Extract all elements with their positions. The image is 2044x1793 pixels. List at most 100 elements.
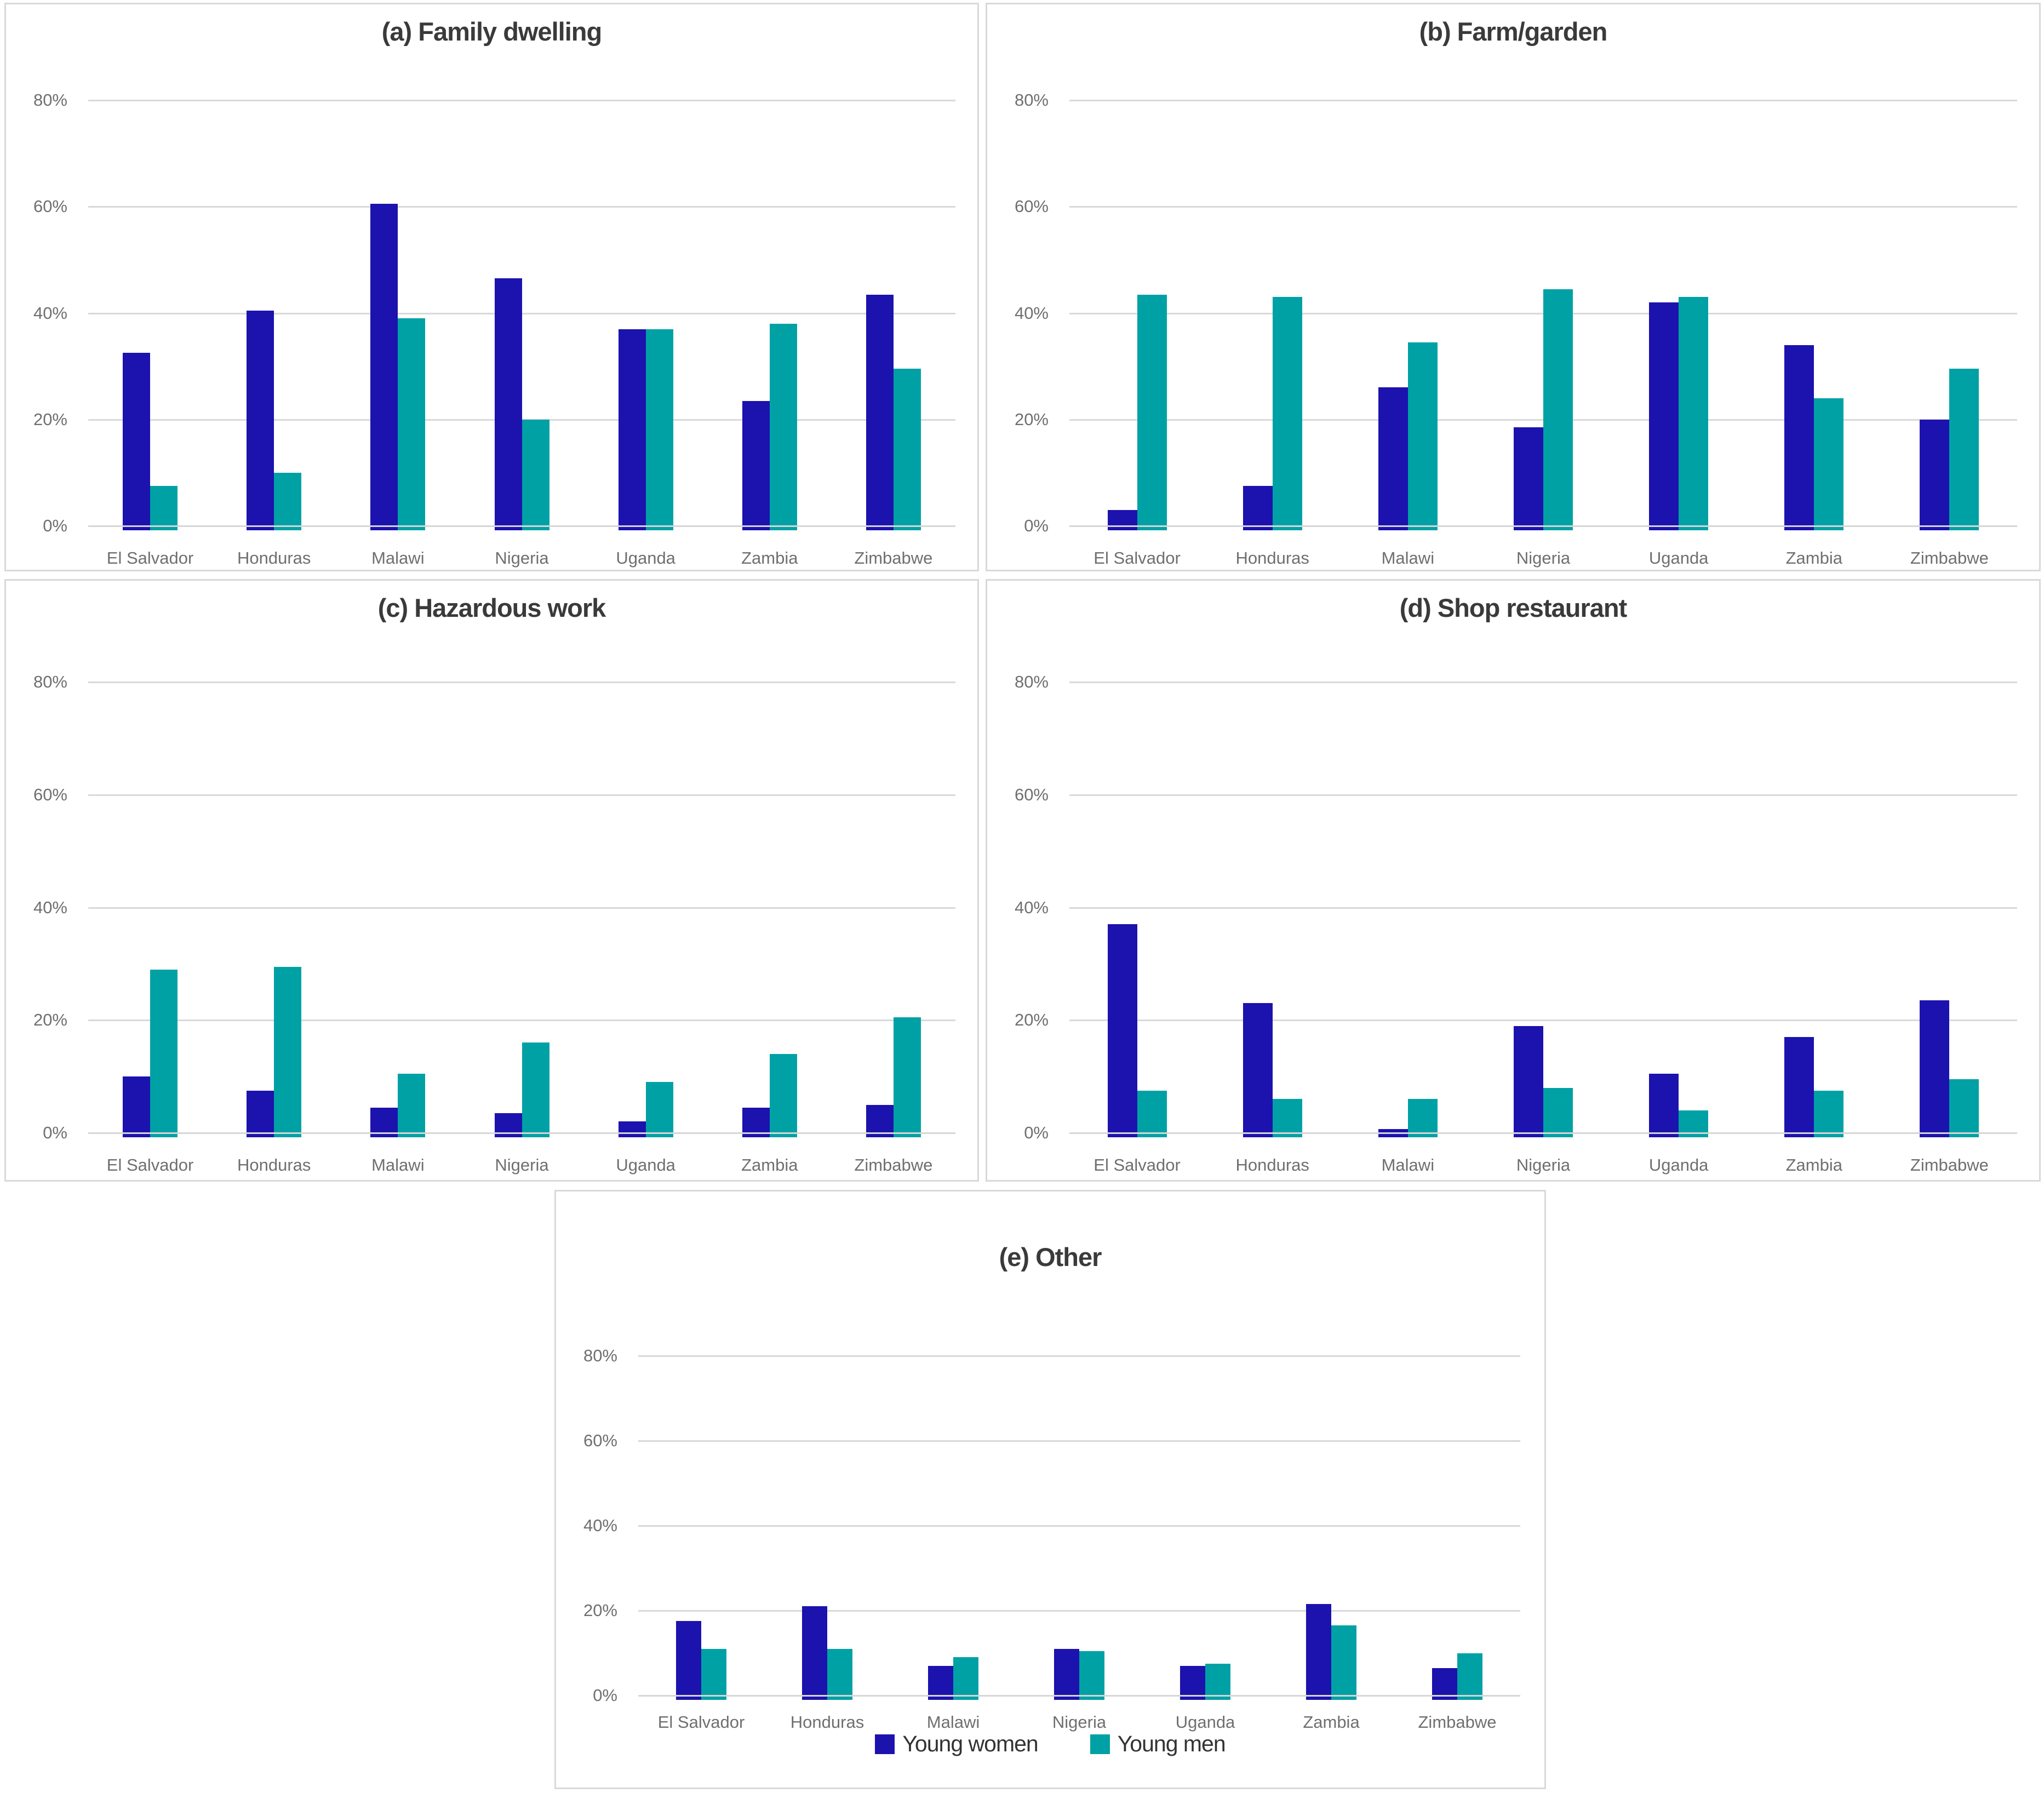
panel-hazardous-work: (c) Hazardous work 0% 20% 40% 60% 80% El Salv… — [4, 579, 979, 1182]
y-axis-tick-label: 20% — [1014, 1010, 1049, 1030]
x-axis-line — [88, 1132, 955, 1134]
bar-young-men — [522, 1042, 549, 1137]
chart-legend: Young women Young men — [556, 1731, 1544, 1757]
bar-young-men — [398, 1073, 426, 1137]
x-axis-line — [88, 525, 955, 527]
x-axis-category-label: Uganda — [616, 1155, 675, 1175]
x-axis-category-label: Nigeria — [1516, 1155, 1571, 1175]
y-axis-tick-label: 0% — [1024, 1123, 1049, 1142]
bar-young-men — [1407, 342, 1438, 530]
legend-item-young-men: Young men — [1090, 1731, 1226, 1757]
y-axis-tick-label: 40% — [1014, 303, 1049, 323]
y-axis-tick-label: 80% — [583, 1346, 617, 1365]
bar-young-men — [1814, 1090, 1844, 1137]
x-axis-line — [1069, 525, 2017, 527]
x-axis-category-label: Nigeria — [495, 548, 549, 568]
x-axis-category-label: Honduras — [237, 1155, 311, 1175]
gridline — [1069, 1019, 2017, 1022]
x-axis-category-label: Honduras — [790, 1712, 864, 1732]
young-men-swatch-icon — [1090, 1734, 1110, 1754]
bar-young-women — [742, 1107, 770, 1137]
panel-shop-restaurant: (d) Shop restaurant 0% 20% 40% 60% 80% El Sal… — [986, 579, 2041, 1182]
panel-title: (a) Family dwelling — [381, 17, 602, 46]
y-axis-tick-label: 0% — [43, 1123, 67, 1142]
y-axis-tick-label: 60% — [1014, 197, 1049, 216]
bar-young-women — [1054, 1648, 1079, 1700]
bar-young-women — [1432, 1668, 1457, 1700]
bar-young-women — [1306, 1604, 1331, 1700]
bar-young-men — [769, 323, 797, 530]
bar-young-women — [1649, 302, 1679, 530]
gridline — [88, 312, 955, 314]
gridline — [638, 1525, 1520, 1527]
y-axis-tick-label: 60% — [1014, 784, 1049, 804]
gridline — [1069, 907, 2017, 909]
x-axis-category-label: Uganda — [1648, 1155, 1709, 1175]
bar-young-men — [1137, 1090, 1167, 1137]
bar-young-women — [370, 1107, 398, 1137]
x-axis-category-label: Zimbabwe — [1418, 1712, 1497, 1732]
y-axis-tick-label: 40% — [33, 897, 67, 917]
bar-young-men — [1205, 1663, 1230, 1700]
bar-young-men — [150, 486, 178, 530]
x-axis-category-label: Zimbabwe — [854, 548, 933, 568]
x-axis-category-label: Nigeria — [1516, 548, 1571, 568]
bar-young-women — [1514, 427, 1543, 530]
x-axis-category-label: El Salvador — [1093, 1155, 1181, 1175]
x-axis-category-label: Malawi — [371, 548, 425, 568]
bar-young-women — [494, 278, 522, 530]
bar-young-men — [398, 318, 426, 530]
bar-young-women — [1107, 509, 1137, 530]
y-axis-tick-label: 60% — [33, 197, 67, 216]
x-axis-category-label: Nigeria — [1052, 1712, 1107, 1732]
bar-young-women — [866, 1104, 894, 1137]
bar-young-men — [1543, 1087, 1573, 1137]
y-axis-tick-label: 20% — [583, 1601, 617, 1620]
y-axis-tick-label: 20% — [33, 1010, 67, 1030]
bar-young-women — [1243, 486, 1273, 530]
x-axis-line — [1069, 1132, 2017, 1134]
legend-label: Young women — [902, 1731, 1038, 1756]
bar-young-men — [1949, 369, 1979, 530]
bar-young-men — [1949, 1079, 1979, 1137]
bar-young-women — [618, 329, 646, 530]
bar-young-men — [1079, 1651, 1104, 1700]
bar-young-women — [370, 204, 398, 530]
gridline — [88, 907, 955, 909]
y-axis-tick-label: 20% — [33, 409, 67, 429]
x-axis-category-label: Honduras — [1235, 1155, 1309, 1175]
bar-young-men — [1407, 1099, 1438, 1137]
x-axis-category-label: Zambia — [1785, 548, 1842, 568]
bar-young-men — [522, 419, 549, 530]
bar-young-men — [645, 329, 673, 530]
bar-young-women — [1784, 1037, 1814, 1137]
x-axis-category-label: Zimbabwe — [1910, 548, 1989, 568]
x-axis-category-label: Zambia — [741, 1155, 798, 1175]
bar-young-women — [123, 1076, 151, 1137]
x-axis-category-label: Malawi — [371, 1155, 425, 1175]
panel-title: (e) Other — [999, 1242, 1102, 1271]
x-axis-category-label: Malawi — [1381, 548, 1435, 568]
bar-young-women — [1243, 1003, 1273, 1137]
bar-young-women — [1649, 1073, 1679, 1137]
x-axis-category-label: Honduras — [1235, 548, 1309, 568]
bar-young-women — [1107, 924, 1137, 1137]
y-axis-tick-label: 0% — [593, 1686, 617, 1705]
bar-young-women — [247, 1090, 274, 1137]
x-axis-category-label: Zimbabwe — [854, 1155, 933, 1175]
panel-family-dwelling: (a) Family dwelling 0% 20% 40% 60% 80% El Sal… — [4, 3, 979, 571]
y-axis-tick-label: 80% — [1014, 672, 1049, 691]
x-axis-category-label: Zambia — [1303, 1712, 1360, 1732]
bar-young-men — [1272, 1099, 1302, 1137]
bar-young-women — [866, 294, 894, 530]
panel-farm-garden: (b) Farm/garden 0% 20% 40% 60% 80% El Salvado… — [986, 3, 2041, 571]
bar-young-men — [1814, 398, 1844, 530]
bar-young-men — [827, 1648, 852, 1700]
y-axis-tick-label: 0% — [1024, 516, 1049, 535]
panel-title: (c) Hazardous work — [377, 593, 606, 622]
y-axis-tick-label: 40% — [33, 303, 67, 323]
bar-young-men — [1272, 297, 1302, 530]
bar-young-men — [150, 969, 178, 1137]
bar-young-men — [701, 1648, 726, 1700]
x-axis-category-label: El Salvador — [1093, 548, 1181, 568]
